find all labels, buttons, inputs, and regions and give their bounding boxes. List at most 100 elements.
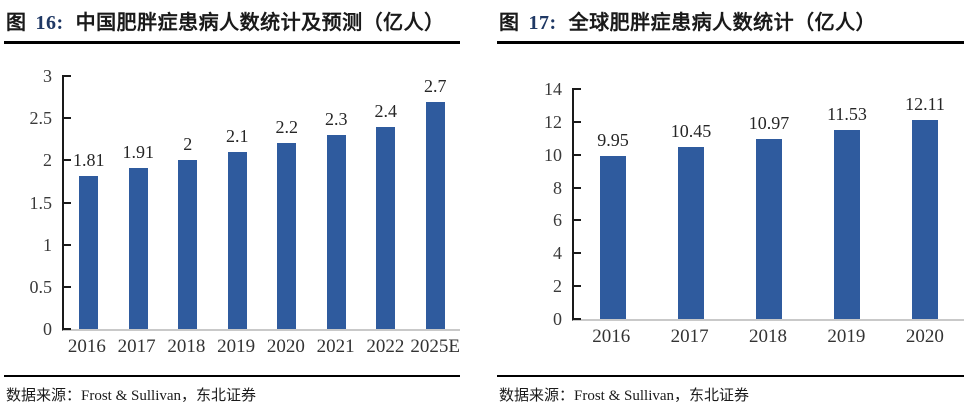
bar-value-label: 1.81 [73, 150, 105, 171]
bar-value-label: 10.97 [748, 112, 790, 133]
x-tick-label: 2019 [217, 336, 256, 357]
bar [678, 147, 704, 319]
data-source: 数据来源：Frost & Sullivan，东北证券 [6, 388, 257, 404]
bar-value-label: 2 [183, 134, 193, 155]
figure-17: 图 17: 全球肥胖症患病人数统计（亿人） 0 2 4 6 8 10 12 14 9.95 10.45… [486, 0, 972, 417]
plot-column: 0 0.5 1 1.5 2 2.5 3 1.81 1.91 2 2.1 2.2 2.3 2.4 2.7 20… [30, 66, 461, 358]
bar-slot: 1.91 [114, 76, 164, 329]
bar-value-label: 2.3 [325, 109, 348, 130]
x-tick-label: 2020 [905, 326, 944, 347]
figure-16: 图 16: 中国肥胖症患病人数统计及预测（亿人） 0 0.5 1 1.5 2 2.5 3 1.81… [4, 0, 460, 404]
y-tick-label: 1.5 [29, 192, 53, 213]
x-tick-label: 2021 [316, 336, 355, 357]
x-tick-label: 2016 [67, 336, 106, 357]
y-tick-label: 4 [553, 243, 562, 264]
bar-slot: 11.53 [808, 89, 886, 319]
figure-title-text: 中国肥胖症患病人数统计及预测（亿人） [75, 12, 445, 34]
bar-value-label: 2.2 [275, 117, 299, 138]
bar-value-label: 11.53 [827, 103, 867, 124]
y-tick-label: 14 [544, 79, 562, 99]
bar [834, 129, 860, 319]
source-divider [4, 375, 460, 377]
x-tick-label: 2022 [366, 336, 405, 357]
bar [227, 151, 247, 329]
figure-title-text: 全球肥胖症患病人数统计（亿人） [568, 12, 877, 34]
bar [376, 126, 396, 329]
x-tick-label: 2017 [117, 336, 156, 357]
bar [756, 138, 782, 319]
x-tick-label: 2019 [827, 326, 866, 347]
bar [326, 135, 346, 329]
figure-17-title: 图 17: 全球肥胖症患病人数统计（亿人） [497, 0, 964, 44]
x-tick-label: 2018 [167, 336, 206, 357]
y-tick-label: 2 [553, 276, 562, 297]
y-tick-label: 0 [43, 319, 52, 339]
bar [277, 143, 297, 329]
bar [425, 102, 445, 329]
bar-chart-china-obesity: 0 0.5 1 1.5 2 2.5 3 1.81 1.91 2 2.1 2.2 2.3 2.4 2.7 20… [4, 44, 460, 358]
y-axis-tick [62, 159, 71, 162]
plot: 0 2 4 6 8 10 12 14 9.95 10.45 10.97 11.53 12.11 [544, 79, 964, 329]
bar [912, 120, 938, 319]
bar-value-label: 2.4 [374, 100, 398, 121]
bar-chart-global-obesity: 0 2 4 6 8 10 12 14 9.95 10.45 10.97 11.53 12.11 2016… [497, 44, 964, 348]
bar-value-label: 2.1 [226, 125, 249, 146]
y-axis-tick [572, 285, 581, 288]
data-source: 数据来源：Frost & Sullivan，东北证券 [499, 388, 750, 404]
y-tick-label: 10 [544, 144, 562, 165]
bar-value-label: 10.45 [670, 121, 712, 142]
y-tick-label: 2.5 [29, 108, 53, 129]
y-tick-label: 8 [553, 177, 562, 198]
y-axis-tick [572, 120, 581, 123]
x-tick-label: 2016 [592, 326, 631, 347]
bar [79, 176, 99, 329]
y-axis-tick [572, 88, 581, 90]
x-tick-label: 2020 [266, 336, 305, 357]
bar-slot: 10.97 [730, 89, 808, 319]
bar [600, 155, 626, 319]
y-axis-tick [572, 186, 581, 189]
bar-slot: 2.3 [312, 76, 362, 329]
bar-slot: 2.4 [361, 76, 411, 329]
y-tick-label: 0 [553, 309, 562, 329]
y-axis-tick [62, 75, 71, 77]
y-tick-label: 6 [553, 210, 562, 231]
bar-value-label: 1.91 [122, 141, 155, 162]
bar [178, 160, 198, 329]
bar-slot: 2.7 [411, 76, 461, 329]
figure-label: 图 [499, 12, 520, 34]
bar-slot: 10.45 [652, 89, 730, 319]
figure-number: 16: [35, 12, 64, 34]
bar-slot: 2.2 [262, 76, 312, 329]
y-axis-tick [62, 201, 71, 204]
x-labels: 2016 2017 2018 2019 2020 2021 2022 2025E [62, 336, 460, 358]
bar-slot: 9.95 [574, 89, 652, 319]
y-tick-label: 1 [43, 234, 52, 255]
source-divider [497, 375, 964, 377]
bar-value-label: 9.95 [597, 129, 629, 150]
y-axis-tick [572, 252, 581, 255]
y-axis-tick [572, 318, 581, 320]
bar-slot: 1.81 [64, 76, 114, 329]
bar-slot: 2 [163, 76, 213, 329]
y-tick-label: 0.5 [29, 276, 53, 297]
figure-16-title: 图 16: 中国肥胖症患病人数统计及预测（亿人） [4, 0, 460, 44]
x-tick-label: 2025E [410, 336, 460, 357]
y-axis-tick [62, 243, 71, 246]
bar-value-label: 12.11 [905, 94, 945, 115]
y-tick-label: 3 [43, 66, 52, 86]
y-axis-tick [62, 328, 71, 330]
y-axis-tick [62, 117, 71, 120]
y-axis-tick [62, 285, 71, 288]
bar-slot: 2.1 [213, 76, 263, 329]
plot-column: 0 2 4 6 8 10 12 14 9.95 10.45 10.97 11.53 12.11 2016… [544, 79, 964, 348]
x-tick-label: 2017 [670, 326, 709, 347]
bar-slot: 12.11 [886, 89, 964, 319]
y-tick-label: 2 [43, 150, 52, 171]
figure-number: 17: [528, 12, 557, 34]
figure-label: 图 [6, 12, 27, 34]
y-axis-tick [572, 219, 581, 222]
plot: 0 0.5 1 1.5 2 2.5 3 1.81 1.91 2 2.1 2.2 2.3 2.4 2.7 [30, 66, 461, 339]
bar-value-label: 2.7 [424, 76, 447, 96]
